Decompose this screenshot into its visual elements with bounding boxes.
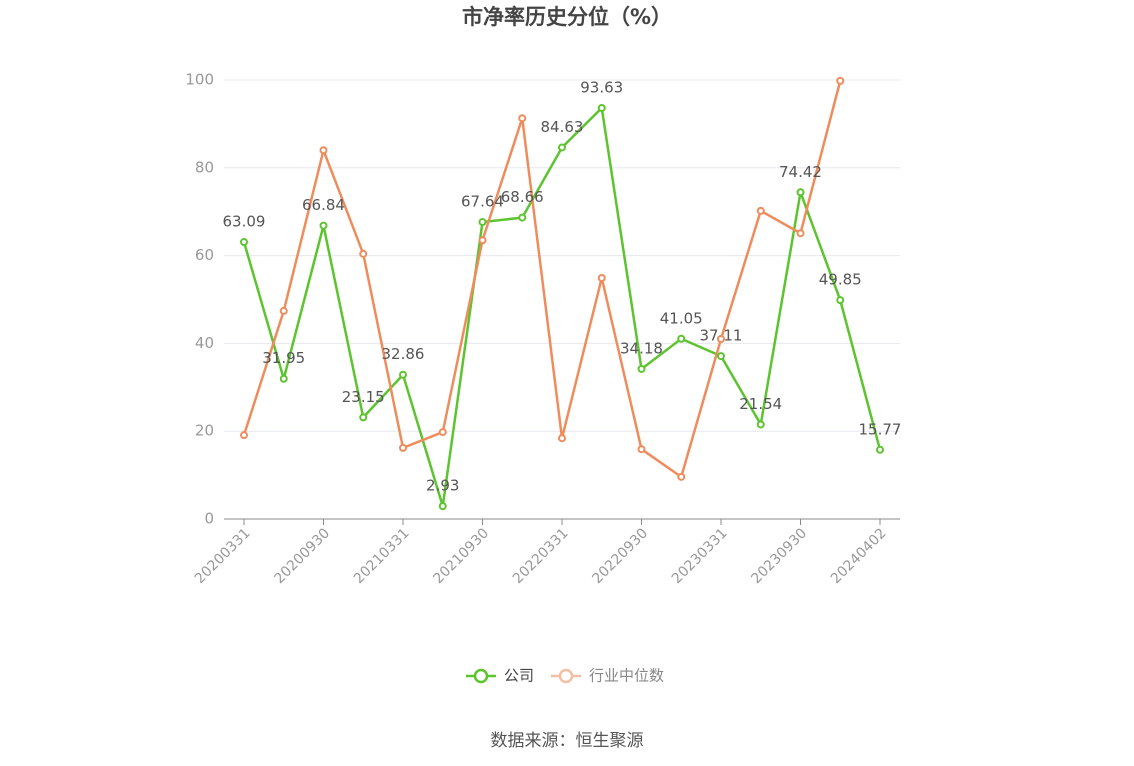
point bbox=[518, 213, 527, 222]
point bbox=[319, 146, 328, 155]
point bbox=[677, 334, 686, 343]
y-tick-label: 60 bbox=[195, 246, 214, 264]
legend-item: 公司 bbox=[466, 667, 534, 685]
point bbox=[359, 249, 368, 258]
point bbox=[438, 428, 447, 437]
point bbox=[796, 229, 805, 238]
point bbox=[478, 218, 487, 227]
data-label: 63.09 bbox=[223, 213, 266, 231]
chart-title: 市净率历史分位（%） bbox=[462, 5, 672, 29]
point bbox=[756, 206, 765, 215]
x-tick-label: 20220930 bbox=[589, 525, 651, 587]
point bbox=[836, 76, 845, 85]
x-tick-label: 20200930 bbox=[271, 525, 333, 587]
data-label: 68.66 bbox=[501, 188, 544, 206]
data-label: 84.63 bbox=[541, 118, 584, 136]
y-tick-label: 100 bbox=[185, 71, 214, 89]
legend-label: 行业中位数 bbox=[589, 667, 664, 685]
y-tick-label: 0 bbox=[204, 510, 214, 528]
x-tick-label: 20210930 bbox=[430, 525, 492, 587]
point bbox=[597, 273, 606, 282]
x-tick-label: 20240402 bbox=[828, 525, 890, 587]
point bbox=[279, 374, 288, 383]
legend-marker bbox=[558, 668, 574, 684]
legend-label: 公司 bbox=[504, 667, 534, 685]
x-tick-label: 20200331 bbox=[192, 525, 254, 587]
data-label: 23.15 bbox=[342, 388, 385, 406]
point bbox=[597, 103, 606, 112]
data-label: 74.42 bbox=[779, 163, 822, 181]
legend-item: 行业中位数 bbox=[551, 667, 664, 685]
point bbox=[399, 370, 407, 379]
data-label: 67.64 bbox=[461, 193, 504, 211]
data-label: 41.05 bbox=[660, 309, 703, 327]
point bbox=[637, 445, 646, 454]
data-label: 2.93 bbox=[426, 477, 459, 495]
point bbox=[518, 114, 527, 123]
point bbox=[558, 143, 566, 152]
point bbox=[677, 472, 686, 481]
data-label: 31.95 bbox=[262, 349, 305, 367]
point bbox=[359, 413, 368, 422]
data-label: 66.84 bbox=[302, 196, 345, 214]
legend-marker bbox=[473, 668, 489, 684]
point bbox=[637, 364, 646, 373]
x-tick-label: 20230930 bbox=[748, 525, 810, 587]
data-label: 21.54 bbox=[739, 395, 782, 413]
point bbox=[876, 445, 884, 454]
point bbox=[240, 431, 248, 440]
x-tick-label: 20230331 bbox=[669, 525, 731, 587]
y-tick-label: 40 bbox=[195, 334, 214, 352]
data-label: 34.18 bbox=[620, 339, 663, 357]
point bbox=[438, 502, 447, 511]
point bbox=[836, 296, 845, 305]
data-label: 93.63 bbox=[580, 78, 623, 96]
point bbox=[756, 420, 765, 429]
y-tick-label: 80 bbox=[195, 158, 214, 176]
data-label: 15.77 bbox=[859, 420, 902, 438]
point bbox=[717, 352, 725, 361]
point bbox=[558, 434, 566, 443]
point bbox=[717, 335, 725, 344]
x-tick-label: 20210331 bbox=[351, 525, 413, 587]
source: 数据来源：恒生聚源 bbox=[491, 731, 644, 751]
point bbox=[240, 238, 248, 247]
point bbox=[478, 236, 487, 245]
point bbox=[796, 188, 805, 197]
data-label: 32.86 bbox=[382, 345, 425, 363]
point bbox=[399, 443, 407, 452]
data-label: 49.85 bbox=[819, 271, 862, 289]
point bbox=[319, 221, 328, 230]
series-line bbox=[242, 80, 842, 479]
point bbox=[279, 306, 288, 315]
x-tick-label: 20220331 bbox=[510, 525, 572, 587]
y-tick-label: 20 bbox=[195, 422, 214, 440]
